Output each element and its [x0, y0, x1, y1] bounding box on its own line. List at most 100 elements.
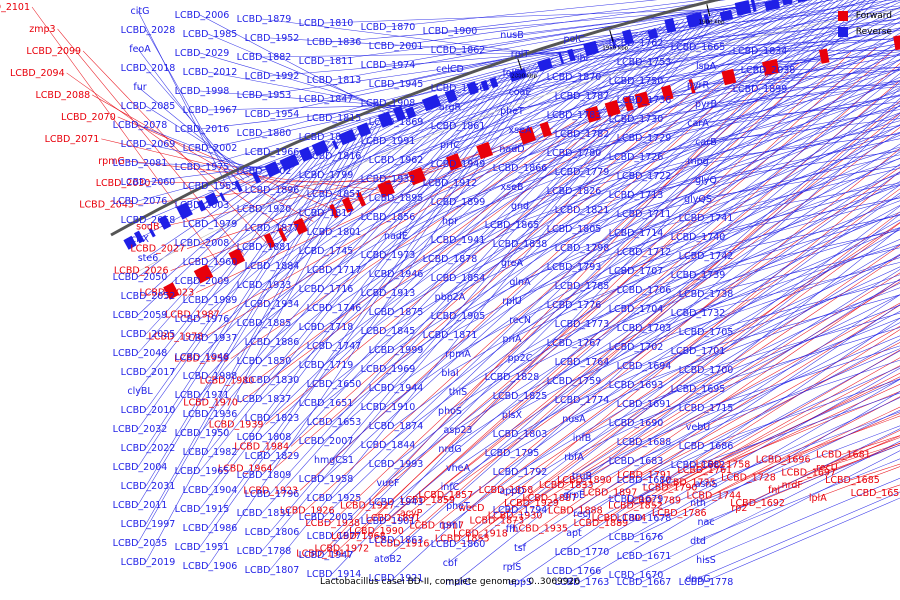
gene-label: hmgCS1 — [314, 455, 354, 466]
leader-line — [641, 304, 900, 405]
leader-line — [145, 164, 277, 183]
gene-label: LCBD_1947 — [299, 550, 354, 561]
leader-line — [399, 100, 900, 544]
gene-label: LCBD_1861 — [431, 121, 486, 132]
gene-label: rplU — [502, 296, 522, 307]
gene-label: LCBD_1805 — [547, 224, 602, 235]
leader-line — [579, 200, 900, 325]
gene-label: vueF — [377, 478, 400, 489]
leader-line — [509, 253, 900, 492]
leader-line — [274, 78, 726, 469]
leader-line — [92, 94, 314, 222]
leader-line — [579, 391, 900, 583]
gene-label: LCBD_1665 — [671, 42, 726, 53]
reverse-gene-mark — [537, 57, 553, 72]
gene-label: LCBD_1905 — [431, 311, 486, 322]
gene-label: LCBD_1930 — [488, 511, 543, 522]
forward-gene-mark — [356, 192, 366, 207]
leader-line — [455, 87, 900, 317]
gene-label: LCBD_1787 — [555, 91, 610, 102]
gene-label: LCBD_2071 — [45, 134, 100, 145]
leader-line — [517, 294, 900, 549]
gene-label: LCBD_1880 — [237, 128, 292, 139]
gene-label: LCBD_1974 — [361, 60, 416, 71]
gene-label: LCBD_2099 — [26, 46, 81, 57]
leader-line — [579, 282, 900, 439]
gene-label: LCBD_1807 — [245, 565, 300, 576]
leader-line — [579, 310, 900, 477]
gene-label: LCBD_1694 — [617, 361, 672, 372]
gene-label: rpmA — [445, 349, 471, 360]
leader-line — [331, 0, 777, 195]
leader-line — [517, 171, 900, 359]
gene-label: LCBD_1943 — [369, 497, 424, 508]
leader-line — [137, 138, 336, 392]
leader-line — [564, 272, 900, 486]
gene-label: rp2 — [731, 503, 747, 514]
gene-label: zmp3 — [29, 24, 55, 35]
leader-line — [641, 335, 900, 443]
leader-line — [641, 244, 900, 329]
gene-label: LCBD_1792 — [493, 467, 548, 478]
leader-line — [509, 112, 900, 264]
reverse-gene-mark — [311, 140, 329, 157]
leader-line — [579, 94, 900, 173]
forward-gene-mark — [623, 96, 634, 112]
leader-line — [695, 197, 900, 238]
reverse-gene-mark — [750, 0, 757, 12]
gene-label: LCBD_1862 — [431, 45, 486, 56]
gene-label: LCBD_1718 — [299, 322, 354, 333]
leader-line — [469, 188, 900, 509]
leader-line — [82, 50, 268, 244]
reverse-gene-mark — [251, 171, 262, 184]
leader-line — [385, 0, 658, 28]
gene-label: LCBD_1753 — [617, 57, 672, 68]
leader-line — [269, 37, 622, 229]
gene-label: LCBD_1711 — [617, 209, 672, 220]
leader-line — [509, 90, 900, 226]
gene-label: LCBD_2031 — [121, 481, 176, 492]
gene-label: LCBD_1870 — [547, 72, 602, 83]
gene-label: LCBD_1875 — [369, 307, 424, 318]
gene-label: LCBD_1738 — [679, 289, 734, 300]
gene-label: LCBD_1855 — [435, 533, 490, 544]
forward-gene-mark — [228, 248, 246, 266]
gene-label: LCBD_1860 — [431, 539, 486, 550]
gene-label: LCBD_1899 — [733, 84, 788, 95]
gene-label: recN — [509, 315, 531, 326]
gene-label: LCBD_1844 — [361, 440, 416, 451]
leader-line — [199, 66, 525, 472]
gene-label: LCBD_1728 — [721, 472, 776, 483]
gene-label: LCBD_1929 — [504, 498, 559, 509]
gene-label: LCBD_1732 — [671, 308, 726, 319]
leader-line — [571, 350, 900, 534]
gene-label: LCBD_1985 — [183, 29, 238, 40]
legend-reverse: Reverse — [837, 24, 892, 40]
leader-line — [323, 8, 731, 24]
gene-label: vebU — [686, 422, 710, 433]
gene-label: priA — [502, 334, 522, 345]
leader-line — [633, 348, 900, 462]
gene-label: acyP — [400, 508, 423, 519]
leader-line — [633, 167, 900, 234]
leader-line — [447, 13, 900, 146]
gene-label: ffh — [506, 524, 519, 535]
gene-label: LCBD_2025 — [121, 329, 176, 340]
gene-label: LCBD_2085 — [121, 101, 176, 112]
leader-line — [547, 281, 900, 498]
gene-label: greA — [501, 258, 524, 269]
leader-line — [137, 129, 358, 468]
gene-label: LCBD_1696 — [756, 455, 811, 466]
gene-label: LCBD_1949 — [431, 159, 486, 170]
gene-label: pp2C — [508, 353, 533, 364]
backbone-outer — [110, 0, 723, 237]
leader-line — [331, 0, 866, 537]
leader-line — [641, 37, 900, 63]
gene-label: LCBD_1918 — [453, 528, 508, 539]
leader-line — [695, 101, 900, 124]
leader-line — [199, 86, 469, 282]
gene-label: LCBD_1948 — [175, 352, 230, 363]
gene-label: LCBD_1980 — [200, 376, 255, 387]
gene-label: LCBD_1879 — [237, 14, 292, 25]
